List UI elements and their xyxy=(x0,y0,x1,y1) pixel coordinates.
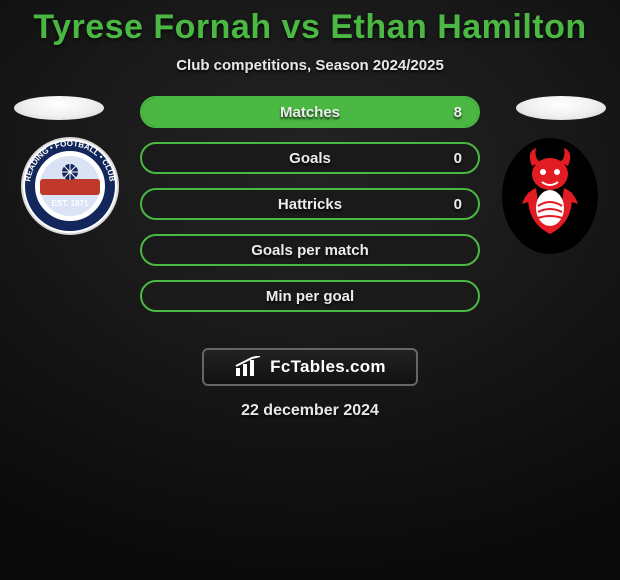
club-badge-right xyxy=(500,136,600,261)
stat-row-min-per-goal: Min per goal xyxy=(140,280,480,312)
stat-row-goals: Goals 0 xyxy=(140,142,480,174)
reading-fc-icon: EST. 1871 READING • FOOTBALL • CLUB xyxy=(20,136,120,236)
player-left-placeholder xyxy=(14,96,104,120)
page-title: Tyrese Fornah vs Ethan Hamilton xyxy=(0,0,620,47)
subtitle: Club competitions, Season 2024/2025 xyxy=(0,57,620,74)
bar-chart-icon xyxy=(234,356,264,378)
fctables-label: FcTables.com xyxy=(270,357,386,377)
stat-rows: Matches 8 Goals 0 Hattricks 0 Goals per … xyxy=(140,96,480,312)
stat-row-hattricks: Hattricks 0 xyxy=(140,188,480,220)
stat-label: Hattricks xyxy=(278,196,342,213)
comparison-stage: EST. 1871 READING • FOOTBALL • CLUB xyxy=(0,96,620,326)
stat-value-right: 0 xyxy=(454,196,462,213)
fctables-badge[interactable]: FcTables.com xyxy=(202,348,418,386)
svg-text:EST. 1871: EST. 1871 xyxy=(52,199,89,208)
stat-label: Goals xyxy=(289,150,331,167)
stat-label: Matches xyxy=(280,104,340,121)
stat-label: Min per goal xyxy=(266,288,354,305)
stat-value-right: 0 xyxy=(454,150,462,167)
lincoln-city-icon xyxy=(500,136,600,256)
stat-row-goals-per-match: Goals per match xyxy=(140,234,480,266)
stat-value-right: 8 xyxy=(454,104,462,121)
player-right-placeholder xyxy=(516,96,606,120)
stat-row-matches: Matches 8 xyxy=(140,96,480,128)
club-badge-left: EST. 1871 READING • FOOTBALL • CLUB xyxy=(20,136,120,241)
stat-label: Goals per match xyxy=(251,242,369,259)
date-label: 22 december 2024 xyxy=(0,402,620,420)
